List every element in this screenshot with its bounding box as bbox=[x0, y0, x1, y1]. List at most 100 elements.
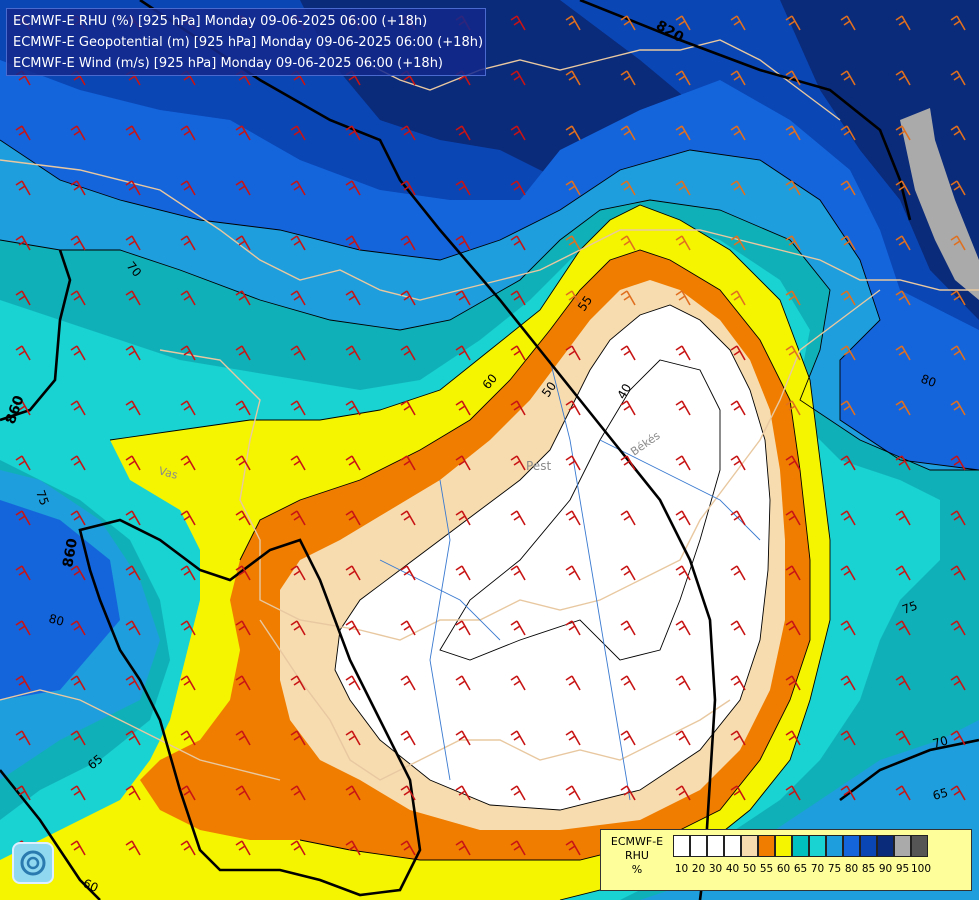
wind-barb bbox=[840, 125, 856, 141]
legend-title-model: ECMWF-E bbox=[610, 835, 664, 848]
wind-barb bbox=[455, 125, 471, 141]
wind-barb bbox=[510, 345, 526, 361]
wind-barb bbox=[895, 455, 911, 471]
wind-barb bbox=[290, 235, 306, 251]
wind-barb bbox=[565, 785, 581, 801]
legend-tick-60: 60 bbox=[776, 863, 791, 875]
wind-barb bbox=[235, 510, 251, 526]
wind-barb bbox=[180, 510, 196, 526]
legend-tick-20: 20 bbox=[691, 863, 706, 875]
wind-barb bbox=[730, 235, 746, 251]
wind-barb bbox=[675, 400, 691, 416]
wind-barb bbox=[345, 620, 361, 636]
wind-barb bbox=[950, 290, 966, 306]
wind-barb bbox=[125, 235, 141, 251]
wind-barb bbox=[70, 510, 86, 526]
wind-barb bbox=[510, 290, 526, 306]
legend-tick-75: 75 bbox=[827, 863, 842, 875]
rh-label-65-east: 65 bbox=[931, 785, 949, 802]
wind-barb bbox=[345, 785, 361, 801]
rh-label-75-east: 75 bbox=[900, 598, 919, 616]
wind-barb bbox=[180, 785, 196, 801]
wind-barb bbox=[895, 125, 911, 141]
wind-barb bbox=[15, 345, 31, 361]
wind-barb bbox=[620, 510, 636, 526]
wind-barb bbox=[895, 345, 911, 361]
wind-barb bbox=[180, 565, 196, 581]
legend-title-unit: % bbox=[631, 863, 643, 876]
wind-barb bbox=[400, 345, 416, 361]
wind-barb bbox=[290, 840, 306, 856]
legend-title-var: RHU bbox=[625, 849, 649, 862]
wind-barb bbox=[15, 785, 31, 801]
wind-barb bbox=[620, 455, 636, 471]
wind-barb bbox=[840, 400, 856, 416]
wind-barb bbox=[950, 235, 966, 251]
wind-barb bbox=[840, 455, 856, 471]
wind-barb bbox=[620, 675, 636, 691]
wind-barb bbox=[125, 565, 141, 581]
wind-barb bbox=[565, 455, 581, 471]
wind-barb bbox=[70, 730, 86, 746]
wind-barb bbox=[400, 510, 416, 526]
wind-barb bbox=[235, 675, 251, 691]
place-label-vas: Vas bbox=[157, 464, 179, 482]
title-geopotential: ECMWF-E Geopotential (m) [925 hPa] Monda… bbox=[13, 35, 484, 50]
wind-barb bbox=[510, 840, 526, 856]
wind-barb bbox=[345, 290, 361, 306]
wind-barb bbox=[730, 15, 746, 31]
wind-barb bbox=[565, 345, 581, 361]
wind-barb bbox=[235, 125, 251, 141]
wind-barb bbox=[15, 675, 31, 691]
legend-tick-90: 90 bbox=[878, 863, 893, 875]
wind-barb bbox=[70, 125, 86, 141]
wind-barb bbox=[785, 730, 801, 746]
wind-barb bbox=[70, 565, 86, 581]
wind-barb bbox=[70, 400, 86, 416]
wind-barb bbox=[950, 620, 966, 636]
wind-barb bbox=[180, 180, 196, 196]
wind-barb bbox=[345, 510, 361, 526]
wind-barb bbox=[345, 125, 361, 141]
wind-barb bbox=[895, 290, 911, 306]
wind-barb bbox=[785, 565, 801, 581]
legend-tick-70: 70 bbox=[810, 863, 825, 875]
rh-below-50-area bbox=[335, 305, 770, 810]
wind-barb bbox=[620, 730, 636, 746]
wind-barb bbox=[675, 620, 691, 636]
wind-barb bbox=[15, 235, 31, 251]
legend-swatch-95 bbox=[894, 835, 911, 857]
wind-barb bbox=[125, 840, 141, 856]
wind-barb bbox=[840, 290, 856, 306]
legend-swatch-75 bbox=[826, 835, 843, 857]
wind-barb bbox=[290, 290, 306, 306]
legend-swatch-50 bbox=[741, 835, 758, 857]
wind-barb bbox=[510, 400, 526, 416]
wind-barb bbox=[125, 510, 141, 526]
wind-barb bbox=[70, 840, 86, 856]
wind-barb bbox=[840, 565, 856, 581]
wind-barb bbox=[730, 785, 746, 801]
wind-barb bbox=[400, 730, 416, 746]
wind-barb bbox=[510, 675, 526, 691]
wind-barb bbox=[675, 785, 691, 801]
wind-barb bbox=[950, 455, 966, 471]
wind-barb bbox=[950, 510, 966, 526]
wind-barb bbox=[730, 180, 746, 196]
wind-barb bbox=[400, 235, 416, 251]
wind-barb bbox=[895, 565, 911, 581]
wind-barb bbox=[235, 565, 251, 581]
wind-barb bbox=[510, 785, 526, 801]
wind-barb bbox=[400, 290, 416, 306]
wind-barb bbox=[950, 15, 966, 31]
wind-barb bbox=[620, 15, 636, 31]
wind-barb bbox=[15, 400, 31, 416]
wind-barb bbox=[455, 345, 471, 361]
wind-barb bbox=[15, 730, 31, 746]
wind-barb bbox=[785, 455, 801, 471]
wind-barb bbox=[950, 675, 966, 691]
wind-barb bbox=[675, 15, 691, 31]
wind-barb bbox=[125, 730, 141, 746]
